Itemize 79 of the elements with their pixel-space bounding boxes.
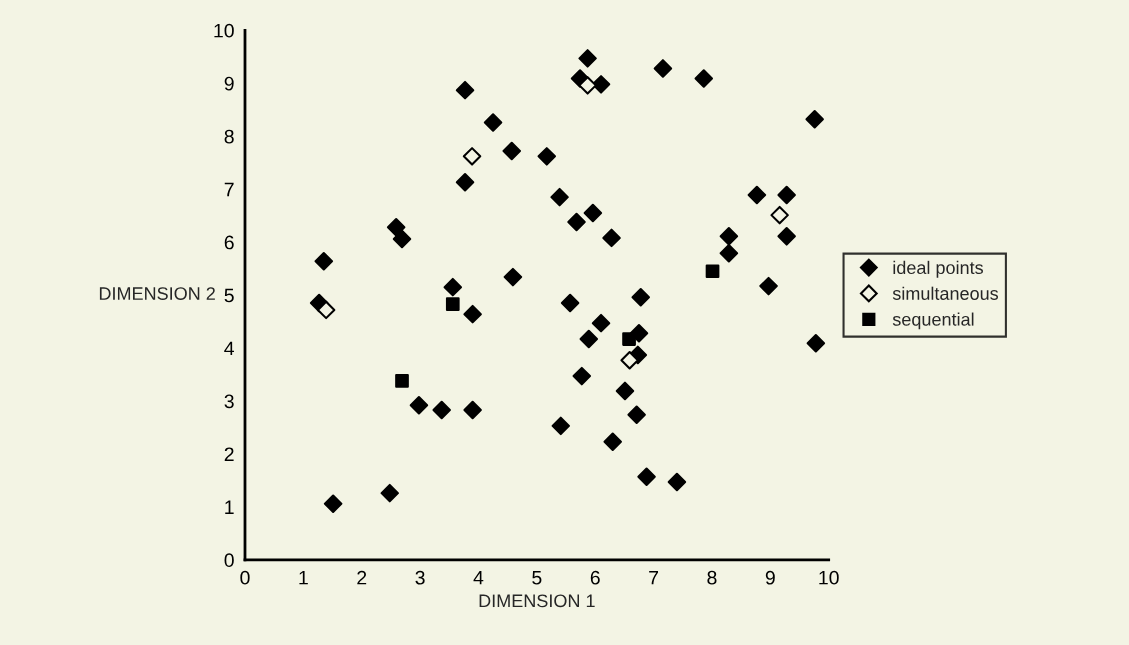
- legend-label: simultaneous: [892, 286, 999, 300]
- point: [578, 76, 597, 95]
- x-tick-label: 3: [415, 570, 425, 585]
- y-tick-label: 1: [225, 500, 234, 514]
- point: [455, 173, 475, 192]
- point: [705, 264, 720, 279]
- point: [314, 251, 334, 271]
- point: [550, 187, 569, 207]
- x-tick-label: 4: [473, 570, 484, 585]
- point: [409, 395, 429, 415]
- point: [502, 141, 521, 161]
- point: [777, 227, 796, 246]
- point: [567, 212, 586, 232]
- point: [392, 229, 412, 249]
- point: [622, 332, 636, 346]
- y-tick-label: 9: [224, 76, 234, 91]
- point: [591, 313, 611, 333]
- point: [770, 205, 789, 225]
- point: [759, 276, 778, 296]
- point: [578, 49, 597, 68]
- y-tick-label: 10: [214, 23, 234, 38]
- legend-label: sequential: [892, 312, 974, 330]
- y-tick-label: 3: [224, 394, 234, 409]
- x-tick-label: 10: [819, 570, 839, 585]
- y-axis-title: DIMENSION 2: [99, 287, 215, 300]
- y-tick-label: 0: [224, 553, 234, 568]
- point: [483, 113, 503, 132]
- x-tick-label: 9: [765, 570, 775, 585]
- point: [620, 350, 639, 370]
- y-tick-label: 7: [224, 182, 234, 197]
- legend-label: ideal points: [893, 260, 983, 278]
- point: [602, 228, 621, 248]
- point: [503, 267, 523, 287]
- x-tick-label: 6: [590, 570, 600, 585]
- point: [463, 400, 482, 420]
- point: [747, 185, 767, 205]
- point: [583, 203, 603, 223]
- point: [560, 293, 580, 313]
- y-tick-label: 5: [224, 288, 234, 303]
- point: [462, 147, 482, 166]
- point: [579, 329, 599, 349]
- y-tick-label: 8: [224, 129, 234, 144]
- x-tick-label: 5: [532, 570, 542, 585]
- point: [380, 483, 400, 503]
- y-tick-label: 4: [224, 341, 235, 356]
- point: [455, 80, 475, 100]
- point: [323, 494, 343, 513]
- point: [432, 400, 451, 420]
- x-tick-label: 0: [240, 570, 250, 585]
- x-tick-label: 2: [357, 570, 367, 585]
- point: [591, 75, 611, 94]
- point: [805, 110, 824, 129]
- point: [316, 300, 336, 320]
- point: [777, 185, 796, 205]
- x-tick-label: 1: [299, 570, 308, 585]
- point: [551, 416, 571, 436]
- point: [395, 374, 409, 388]
- y-tick-label: 2: [224, 447, 234, 461]
- point: [603, 432, 622, 452]
- point: [615, 381, 635, 401]
- point: [627, 405, 646, 425]
- x-axis-title: DIMENSION 1: [479, 594, 595, 608]
- y-tick-label: 6: [224, 235, 234, 250]
- point: [719, 227, 739, 246]
- point: [445, 297, 460, 311]
- point: [386, 218, 406, 237]
- x-tick-label: 8: [707, 570, 717, 585]
- point: [637, 467, 656, 486]
- point: [443, 277, 463, 297]
- point: [463, 304, 482, 324]
- point: [719, 244, 739, 263]
- point: [694, 69, 714, 88]
- point: [537, 147, 557, 166]
- x-tick-label: 7: [649, 570, 659, 585]
- point: [572, 366, 592, 386]
- point: [653, 59, 673, 78]
- point: [806, 334, 826, 353]
- point: [631, 287, 650, 307]
- point: [667, 472, 687, 492]
